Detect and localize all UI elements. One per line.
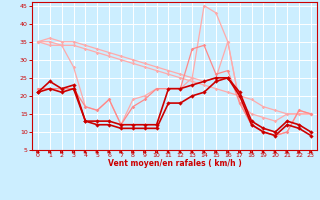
X-axis label: Vent moyen/en rafales ( km/h ): Vent moyen/en rafales ( km/h ) bbox=[108, 159, 241, 168]
